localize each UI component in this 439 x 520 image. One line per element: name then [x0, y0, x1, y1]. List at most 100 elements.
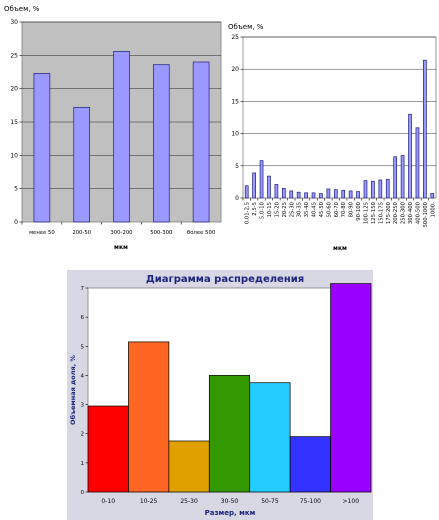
- chart2-ytick-label: 20: [231, 66, 239, 73]
- chart1-ytick-label: 10: [10, 152, 18, 159]
- chart1-xtick-label: более 500: [187, 230, 216, 236]
- chart2-xtick-label: 60-70: [334, 201, 340, 217]
- chart3-bar: [330, 283, 372, 493]
- chart2-xtick-label: 20-25: [282, 202, 288, 217]
- chart2-bar: [415, 127, 420, 199]
- chart2-xtick-label: 0,01-2,5: [245, 202, 251, 224]
- chart1-bar: [33, 72, 51, 223]
- chart2-bar: [333, 189, 338, 199]
- chart2-ytick-label: 25: [231, 34, 239, 41]
- chart2-bar: [311, 192, 316, 199]
- chart2-bar: [267, 175, 271, 199]
- chart2-bar: [371, 180, 375, 199]
- chart2-xtick-label: 150-175: [378, 202, 384, 224]
- chart2-xtick-label: 50-60: [326, 201, 332, 217]
- chart3-ytick-label: 0: [81, 490, 85, 496]
- chart2-xtick-label: 40-45: [312, 202, 318, 217]
- chart2-ytick-label: 15: [231, 98, 239, 105]
- chart-volume-coarse: Объем, % 0 5 10 15 20 25 30 менее 50 200-50 300-…: [4, 5, 222, 251]
- chart3-xtick-label: 75-100: [300, 498, 321, 505]
- chart2-xtick-label: 400-500: [415, 201, 421, 224]
- chart2-bar: [281, 187, 286, 199]
- chart1-xtick-label: 500-300: [150, 230, 173, 236]
- chart3-ytick-label: 2: [81, 432, 85, 438]
- chart3-ytick-label: 7: [81, 286, 85, 292]
- chart2-ytick-label: 0: [235, 195, 239, 202]
- chart2-bar: [363, 180, 368, 199]
- chart3-bar: [289, 436, 331, 493]
- chart3-ylabel: Объемная доля, %: [69, 355, 77, 425]
- chart2-bar: [244, 185, 249, 199]
- chart3-xlabel: Размер, мкм: [205, 509, 256, 517]
- chart2-plot-area: [242, 36, 437, 199]
- chart2-bar: [378, 179, 383, 199]
- chart2-xtick-label: 25-30: [289, 201, 295, 217]
- chart2-bar: [341, 189, 346, 199]
- chart3-xtick-label: 0-10: [101, 498, 115, 505]
- chart2-xtick-label: 100-125: [363, 202, 369, 224]
- chart2-bar: [319, 193, 323, 199]
- chart2-bar: [274, 184, 279, 199]
- chart3-title: Диаграмма распределения: [146, 274, 304, 285]
- chart2-xtick-label: 70-80: [341, 201, 347, 217]
- chart2-xtick-label: 30-35: [297, 202, 303, 217]
- chart2-xtick-label: 175-200: [386, 201, 392, 224]
- chart3-xtick-label: >100: [343, 498, 360, 505]
- chart1-bar: [113, 50, 130, 223]
- chart1-xlabel: мкм: [114, 244, 128, 251]
- chart2-bar: [348, 190, 353, 199]
- chart2-xtick-label: 125-150: [371, 201, 377, 224]
- chart2-bar: [423, 59, 427, 199]
- chart2-xlabel: мкм: [333, 245, 347, 252]
- chart3-ytick-label: 5: [81, 344, 85, 350]
- chart2-xtick-label: 80-90: [349, 201, 355, 217]
- chart2-bar: [408, 113, 412, 199]
- chart2-ytick-label: 10: [231, 131, 239, 138]
- chart-distribution: Диаграмма распределения 0 1 2 3 4 5 6 7 0-10 10-…: [67, 270, 373, 520]
- chart2-xtick-label: 15-20: [274, 201, 280, 217]
- chart1-ylabel: Объем, %: [4, 5, 40, 13]
- chart3-bar: [249, 382, 291, 493]
- chart3-ytick-label: 6: [81, 315, 85, 321]
- chart3-ytick-label: 4: [81, 373, 85, 379]
- chart2-ytick-label: 5: [235, 163, 239, 170]
- chart1-xtick-label: 300-200: [110, 230, 133, 236]
- chart3-xtick-label: 30-50: [221, 498, 239, 505]
- chart2-ylabel: Объем, %: [228, 23, 264, 31]
- chart2-xtick-label: 2,5-5: [252, 202, 258, 216]
- chart3-bar: [168, 440, 210, 493]
- chart2-xtick-label: 35-40: [304, 201, 310, 217]
- chart2-bar: [430, 193, 435, 199]
- chart2-bar: [393, 156, 398, 199]
- chart1-bar: [192, 61, 210, 223]
- chart2-bar: [304, 192, 308, 199]
- chart2-xtick-label: 500-1000: [423, 201, 429, 227]
- chart3-xtick-label: 25-30: [180, 498, 198, 505]
- chart2-bar: [356, 191, 360, 199]
- chart2-xtick-label: 45-50: [319, 201, 325, 217]
- chart1-ytick-label: 20: [10, 86, 18, 93]
- chart2-xtick-label: 250-300: [401, 201, 407, 224]
- chart2-bar: [289, 190, 294, 199]
- chart2-xtick-label: 90-100: [356, 201, 362, 220]
- chart1-ytick-label: 5: [14, 186, 18, 193]
- chart3-xtick-label: 50-75: [261, 498, 279, 505]
- chart2-bar: [252, 172, 256, 199]
- chart1-xtick-label: менее 50: [29, 230, 55, 236]
- chart1-ytick-label: 25: [10, 52, 18, 59]
- chart2-xtick-label: 200-250: [393, 201, 399, 224]
- chart1-xtick-label: 200-50: [72, 230, 91, 236]
- chart2-bar: [326, 188, 331, 199]
- chart2-xtick-label: 1000-: [430, 202, 436, 217]
- chart3-bar: [128, 341, 170, 493]
- chart2-bar: [385, 178, 390, 199]
- chart1-ytick-label: 30: [10, 19, 18, 26]
- chart1-bar: [73, 106, 91, 223]
- chart1-ytick-label: 15: [10, 119, 18, 126]
- chart3-bar: [87, 405, 129, 493]
- chart3-ytick-label: 1: [81, 461, 85, 467]
- chart2-bar: [400, 155, 405, 199]
- chart3-ytick-label: 3: [81, 403, 85, 409]
